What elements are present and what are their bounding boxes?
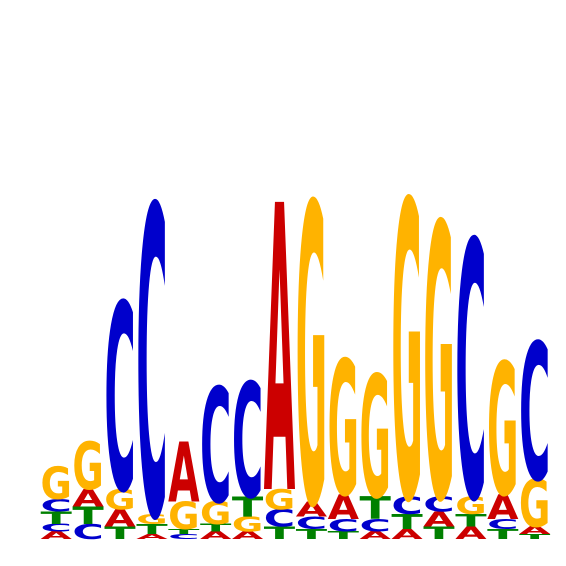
logo-letter-g-pos-1: G (41, 457, 72, 510)
logo-letter-a-pos-11: A (360, 530, 392, 542)
logo-letter-c-pos-1: C (41, 496, 72, 516)
logo-letter-t-pos-13: T (423, 524, 455, 544)
logo-letter-g-pos-13: G (423, 148, 454, 566)
logo-letter-c-pos-14: C (455, 171, 486, 566)
logo-letter-g-pos-10: G (328, 324, 359, 539)
logo-letter-c-pos-12: C (391, 493, 422, 521)
logo-letter-t-pos-12: T (391, 511, 423, 535)
logo-letter-t-pos-4: T (136, 521, 167, 537)
logo-letter-g-pos-4: G (136, 511, 167, 527)
logo-letter-g-pos-6: G (200, 496, 231, 531)
logo-letter-g-pos-3: G (104, 483, 135, 515)
logo-letter-c-pos-2: C (72, 520, 103, 544)
logo-letter-t-pos-7: T (232, 491, 264, 523)
logo-letter-c-pos-3: C (104, 252, 135, 551)
logo-letter-a-pos-2: A (72, 484, 104, 512)
logo-letter-c-pos-15: C (487, 517, 518, 533)
logo-letter-g-pos-2: G (72, 428, 103, 505)
logo-letter-g-pos-12: G (391, 119, 422, 566)
logo-letter-a-pos-6: A (200, 530, 232, 542)
logo-letter-t-pos-11: T (360, 491, 392, 526)
logo-letter-t-pos-1: T (41, 509, 73, 529)
logo-letter-c-pos-11: C (360, 516, 391, 536)
logo-letter-g-pos-15: G (487, 325, 518, 537)
logo-letter-a-pos-9: A (296, 497, 328, 521)
logo-letter-g-pos-5: G (168, 494, 199, 538)
logo-letter-c-pos-13: C (423, 493, 454, 517)
logo-letter-a-pos-1: A (41, 530, 73, 542)
logo-letter-g-pos-7: G (232, 513, 263, 536)
logo-letter-t-pos-8: T (264, 524, 296, 544)
logo-letter-c-pos-9: C (296, 513, 327, 533)
logo-letter-t-pos-3: T (104, 524, 136, 544)
logo-letter-t-pos-6: T (200, 522, 232, 534)
logo-letter-t-pos-16: T (519, 533, 551, 541)
logo-letter-a-pos-4: A (136, 533, 168, 541)
logo-letter-c-pos-8: C (264, 505, 295, 533)
logo-letter-g-pos-14: G (455, 491, 486, 520)
logo-letter-a-pos-12: A (391, 527, 423, 543)
logo-letter-a-pos-10: A (328, 487, 359, 527)
logo-letter-c-pos-4: C (136, 121, 167, 566)
logo-letter-c-pos-5: C (168, 533, 199, 541)
logo-letter-t-pos-14: T (455, 511, 487, 531)
logo-letter-t-pos-2: T (72, 502, 103, 530)
logo-letter-a-pos-5: A (168, 427, 199, 522)
logo-letter-c-pos-7: C (232, 352, 263, 535)
logo-letter-g-pos-16: G (519, 466, 550, 543)
logo-letter-t-pos-10: T (328, 529, 360, 541)
logo-letter-a-pos-3: A (104, 504, 136, 532)
logo-letter-t-pos-5: T (168, 528, 200, 536)
logo-letter-a-pos-15: A (487, 487, 518, 527)
logo-letter-t-pos-9: T (296, 526, 327, 542)
logo-letter-c-pos-16: C (519, 305, 550, 524)
logo-letter-g-pos-9: G (296, 120, 327, 566)
logo-letter-t-pos-15: T (487, 526, 518, 542)
logo-letter-a-pos-8: A (264, 125, 296, 566)
logo-letter-c-pos-6: C (200, 357, 231, 540)
logo-letter-c-pos-1: C (41, 522, 72, 534)
logo-letter-a-pos-7: A (232, 530, 264, 542)
logo-letter-a-pos-16: A (519, 525, 551, 537)
logo-letter-c-pos-10: C (328, 516, 359, 536)
logo-letter-g-pos-8: G (264, 483, 295, 515)
logo-letter-g-pos-11: G (360, 341, 391, 537)
logo-letter-a-pos-13: A (423, 507, 455, 531)
logo-letter-a-pos-14: A (455, 524, 486, 544)
